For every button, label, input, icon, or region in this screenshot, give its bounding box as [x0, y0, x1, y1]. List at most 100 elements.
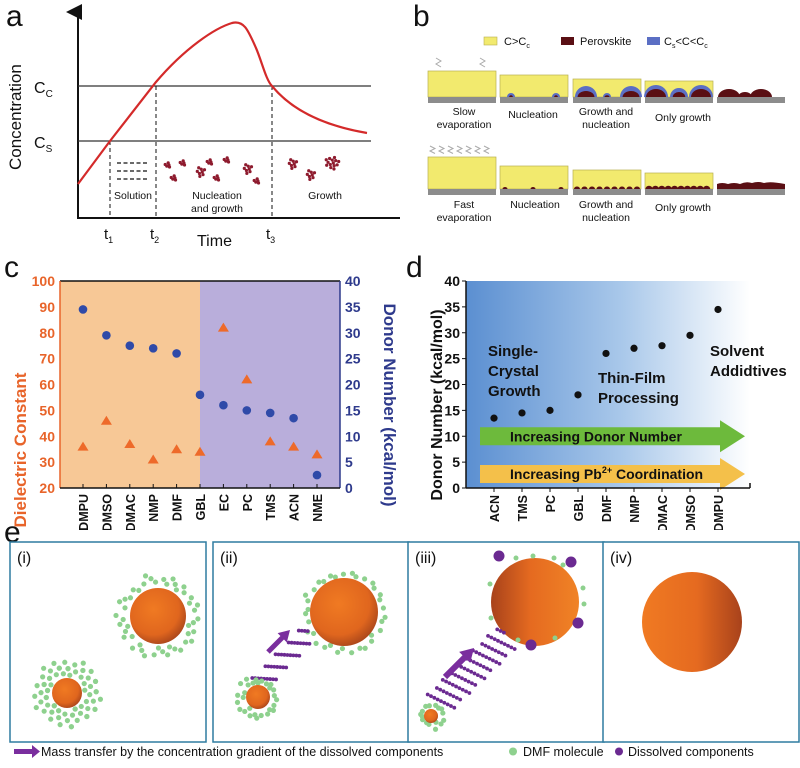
e-dissolved-component: [487, 656, 492, 661]
e-dissolved-component: [450, 682, 455, 687]
a-nucleus: [312, 171, 317, 175]
a-nucleus: [178, 160, 182, 165]
c-ylabel-right: Donor Number (kcal/mol): [380, 303, 399, 506]
a-nucleus: [326, 160, 330, 164]
e-dmf-molecule: [313, 640, 319, 646]
a-nucleus: [172, 174, 176, 178]
a-nucleus: [309, 170, 313, 174]
c-ytick-left: 20: [39, 480, 55, 496]
e-dmf-molecule: [141, 653, 148, 659]
b-final-grain: [750, 89, 772, 97]
e-dmf-molecule: [129, 645, 136, 651]
d-point-donor: [686, 331, 694, 339]
e-dmf-molecule: [81, 680, 87, 687]
b-slow-label-2: Nucleation: [508, 109, 558, 121]
b-evaporation-icon: [464, 145, 473, 154]
e-dmf-molecule: [580, 585, 586, 591]
e-frame-label: (iv): [610, 550, 632, 567]
b-onlygrowth-core: [672, 92, 686, 97]
a-nucleus: [181, 159, 185, 163]
a-nucleus: [311, 176, 315, 180]
d-ytick-label: 0: [452, 480, 460, 496]
e-frame-label: (ii): [220, 550, 238, 567]
a-nucleus: [167, 165, 172, 169]
e-dissolved-component: [454, 696, 459, 700]
b-fast-substrate: [717, 189, 785, 195]
d-ytick-label: 30: [444, 325, 460, 341]
e-dissolved-component: [495, 627, 500, 632]
c-ytick-left: 60: [39, 377, 55, 393]
b-fast-growth-grain: [589, 186, 595, 189]
c-point-dielectric: [264, 436, 276, 446]
panel-label-c: c: [4, 251, 19, 284]
e-dmf-molecule: [441, 717, 447, 723]
e-dmf-molecule: [327, 573, 334, 579]
b-growth-core: [622, 91, 640, 97]
e-dissolved-component: [464, 689, 468, 694]
e-dissolved-component: [292, 640, 297, 645]
b-evaporation-icon: [473, 145, 482, 154]
e-dmf-molecule: [155, 645, 162, 651]
a-nucleus: [222, 157, 226, 162]
e-dmf-molecule: [186, 600, 193, 606]
e-dissolved-component: [483, 643, 488, 648]
e-dissolved-component: [448, 692, 453, 697]
e-dissolved-component: [496, 638, 500, 643]
a-nucleus: [337, 159, 341, 164]
e-dissolved-component: [471, 660, 476, 664]
e-dissolved-component: [268, 677, 273, 681]
e-dissolved-component: [472, 671, 477, 676]
b-fast-growth-grain: [604, 186, 610, 189]
a-nucleus: [202, 168, 207, 172]
e-dmf-molecule: [432, 726, 439, 732]
b-fast-growth-grain: [596, 186, 603, 189]
e-dmf-molecule: [148, 576, 154, 582]
a-nucleus: [242, 166, 246, 170]
a-t1-label: t1: [104, 226, 113, 245]
c-ytick-right: 10: [345, 428, 361, 444]
a-nucleus: [291, 159, 295, 163]
d-ytick-label: 20: [444, 377, 460, 393]
e-dmf-molecule: [78, 703, 84, 710]
b-onlygrowth-core: [646, 89, 666, 97]
d-point-donor: [490, 414, 498, 422]
e-dmf-molecule: [97, 696, 104, 702]
e-dmf-molecule: [191, 607, 198, 613]
e-dmf-molecule: [116, 599, 123, 605]
e-legend-dmf-icon: [509, 747, 517, 756]
b-fast-substrate: [573, 189, 641, 195]
b-slow-label-4: Only growth: [655, 112, 711, 124]
e-dmf-molecule: [188, 595, 194, 601]
a-nucleus: [205, 159, 209, 164]
e-dmf-molecule: [377, 592, 383, 598]
e-dissolved-component: [263, 664, 268, 669]
e-legend-dissolved-icon: [615, 747, 623, 756]
d-ytick-label: 25: [444, 351, 460, 367]
e-dmf-molecule: [271, 692, 277, 699]
e-dissolved-component: [486, 645, 491, 650]
c-background-left: [60, 281, 200, 488]
e-dissolved-component: [486, 633, 490, 638]
e-dissolved-component: [525, 639, 537, 651]
a-nucleus: [249, 165, 254, 169]
b-fast-onlygrowth-grain: [683, 185, 691, 189]
e-dmf-molecule: [45, 702, 51, 708]
e-dissolved-component: [284, 665, 289, 670]
b-evaporation-icon: [446, 145, 455, 154]
a-nucleus: [256, 181, 261, 185]
a-nucleus: [208, 158, 212, 162]
e-dissolved-component: [491, 658, 495, 663]
e-dissolved-component: [456, 674, 461, 679]
e-dmf-molecule: [353, 574, 359, 580]
e-dmf-molecule: [234, 699, 241, 705]
e-dmf-molecule: [136, 587, 142, 594]
b-growth-core: [577, 91, 595, 97]
e-dissolved-component: [425, 692, 430, 697]
e-dissolved-component: [463, 678, 468, 682]
a-nucleus: [182, 163, 187, 167]
e-dmf-molecule: [60, 671, 66, 677]
a-nucleus: [324, 158, 328, 162]
e-dmf-molecule: [129, 633, 135, 640]
b-evaporation-icon: [435, 57, 442, 68]
e-dissolved-component: [460, 676, 464, 681]
